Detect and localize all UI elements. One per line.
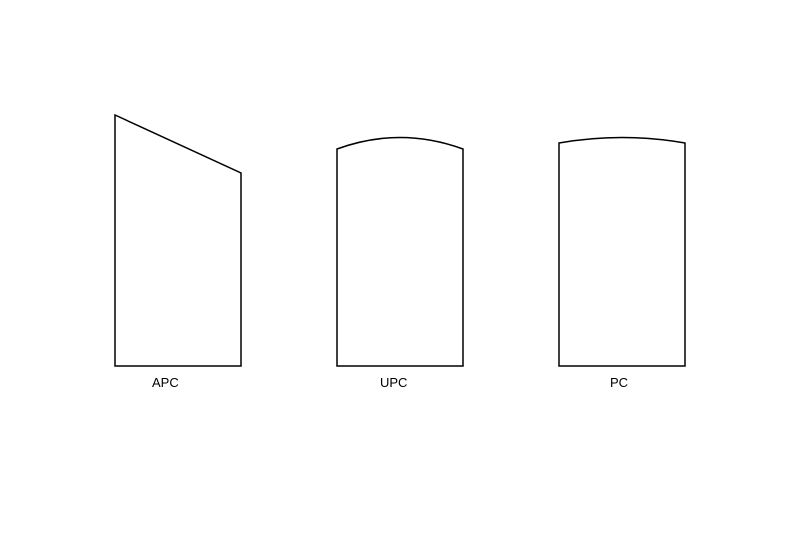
shape-upc-path — [337, 138, 463, 367]
label-pc: PC — [610, 375, 628, 390]
shape-pc-svg — [557, 133, 687, 373]
shape-apc-path — [115, 115, 241, 366]
label-upc: UPC — [380, 375, 407, 390]
shape-upc-svg — [335, 129, 465, 374]
shape-upc — [335, 129, 465, 374]
diagram-container: APC UPC PC — [0, 0, 790, 536]
label-apc: APC — [152, 375, 179, 390]
shape-pc — [557, 133, 687, 373]
shape-apc-svg — [113, 113, 243, 373]
shape-pc-path — [559, 138, 685, 367]
shape-apc — [113, 113, 243, 373]
